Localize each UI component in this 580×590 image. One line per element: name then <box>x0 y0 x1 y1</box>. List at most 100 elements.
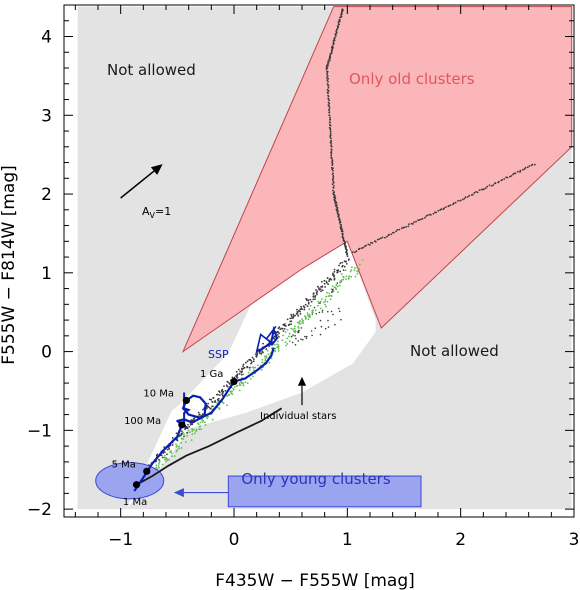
dark-star-point <box>312 292 315 294</box>
green-star-point <box>168 458 170 461</box>
upper-branch-star-point <box>335 32 338 34</box>
red-giant-star-point <box>435 211 437 214</box>
red-giant-star-point <box>415 220 417 223</box>
green-star-point <box>348 278 350 280</box>
scattered-star-point <box>302 338 304 341</box>
dark-star-point <box>242 367 245 370</box>
red-giant-star-point <box>370 241 372 244</box>
red-giant-star-point <box>400 227 403 230</box>
red-giant-star-point <box>378 238 381 240</box>
dark-star-point <box>278 336 280 338</box>
green-star-point <box>329 298 332 301</box>
green-star-point <box>330 295 333 298</box>
green-star-point <box>226 404 228 407</box>
green-star-point <box>268 361 271 364</box>
age-label: 100 Ma <box>124 416 161 427</box>
dark-star-point <box>260 352 263 355</box>
dark-star-point <box>219 391 221 394</box>
dark-star-point <box>186 431 189 434</box>
green-star-point <box>311 311 314 314</box>
dark-star-point <box>163 451 166 453</box>
mid-branch-star-point <box>331 164 334 167</box>
mid-branch-star-point <box>330 154 333 157</box>
scattered-star-point <box>330 310 333 313</box>
green-star-point <box>308 313 311 316</box>
red-giant-star-point <box>526 166 529 169</box>
dark-star-point <box>314 295 317 297</box>
red-giant-star-point <box>531 163 534 166</box>
green-star-point <box>277 350 280 352</box>
upper-branch-star-point <box>336 28 338 31</box>
mid-branch-star-point <box>329 119 331 121</box>
mid-branch-star-point <box>331 162 334 165</box>
mid-branch-star-point <box>328 111 331 114</box>
x-tick-label: 0 <box>229 530 240 550</box>
red-giant-star-point <box>484 187 487 190</box>
dark-star-point <box>226 385 229 388</box>
mid-branch-star-point <box>328 107 331 109</box>
dark-star-point <box>175 438 178 441</box>
dark-star-point <box>265 348 268 351</box>
red-giant-star-point <box>412 223 414 225</box>
green-star-point <box>286 343 289 345</box>
green-star-point <box>221 401 224 404</box>
green-star-point <box>158 461 161 464</box>
dark-star-point <box>273 335 276 338</box>
dark-star-point <box>307 302 310 305</box>
scattered-star-point <box>319 333 322 336</box>
scattered-star-point <box>297 331 300 334</box>
green-star-point <box>301 320 304 323</box>
lower-branch-star-point <box>342 237 345 240</box>
red-giant-star-point <box>464 196 467 199</box>
dark-star-point <box>303 308 306 311</box>
dark-star-point <box>212 397 214 399</box>
green-star-point <box>199 421 202 424</box>
lower-branch-star-point <box>345 246 347 249</box>
scattered-star-point <box>291 335 293 338</box>
green-star-point <box>261 359 264 361</box>
dark-star-point <box>237 368 240 371</box>
dark-star-point <box>281 327 284 330</box>
age-marker <box>132 481 141 489</box>
green-star-point <box>277 340 279 343</box>
dark-star-point <box>292 315 295 318</box>
upper-branch-star-point <box>337 21 340 24</box>
av-label-sub: V <box>150 211 156 220</box>
scattered-star-point <box>331 291 333 293</box>
age-label: 1 Ma <box>123 497 147 508</box>
green-star-point <box>204 424 207 426</box>
red-giant-star-point <box>472 193 474 196</box>
green-star-point <box>336 285 339 288</box>
dark-star-point <box>278 326 281 328</box>
red-giant-star-point <box>395 230 397 233</box>
mid-branch-star-point <box>330 143 333 145</box>
dark-star-point <box>330 278 333 281</box>
dark-star-point <box>289 317 292 320</box>
dark-star-point <box>325 281 328 284</box>
green-star-point <box>285 344 287 347</box>
red-giant-star-point <box>424 216 426 219</box>
green-star-point <box>176 449 179 451</box>
red-giant-star-point <box>432 212 435 215</box>
green-star-point <box>204 421 206 424</box>
green-star-point <box>232 388 235 391</box>
age-marker <box>230 377 238 386</box>
green-star-point <box>344 269 347 272</box>
dark-star-point <box>321 285 324 288</box>
mid-branch-star-point <box>330 157 333 160</box>
dark-star-point <box>208 406 210 409</box>
lower-branch-star-point <box>338 222 341 224</box>
green-star-point <box>276 343 278 346</box>
age-label: 5 Ma <box>112 459 136 470</box>
dark-star-point <box>328 280 330 282</box>
red-giant-star-point <box>449 204 452 207</box>
green-star-point <box>324 303 327 306</box>
lower-branch-star-point <box>333 199 336 202</box>
dark-star-point <box>327 283 329 286</box>
lower-branch-star-point <box>346 253 348 256</box>
mid-branch-star-point <box>329 132 332 135</box>
red-giant-star-point <box>459 199 462 202</box>
dark-star-point <box>251 356 254 359</box>
red-giant-star-point <box>380 237 382 240</box>
